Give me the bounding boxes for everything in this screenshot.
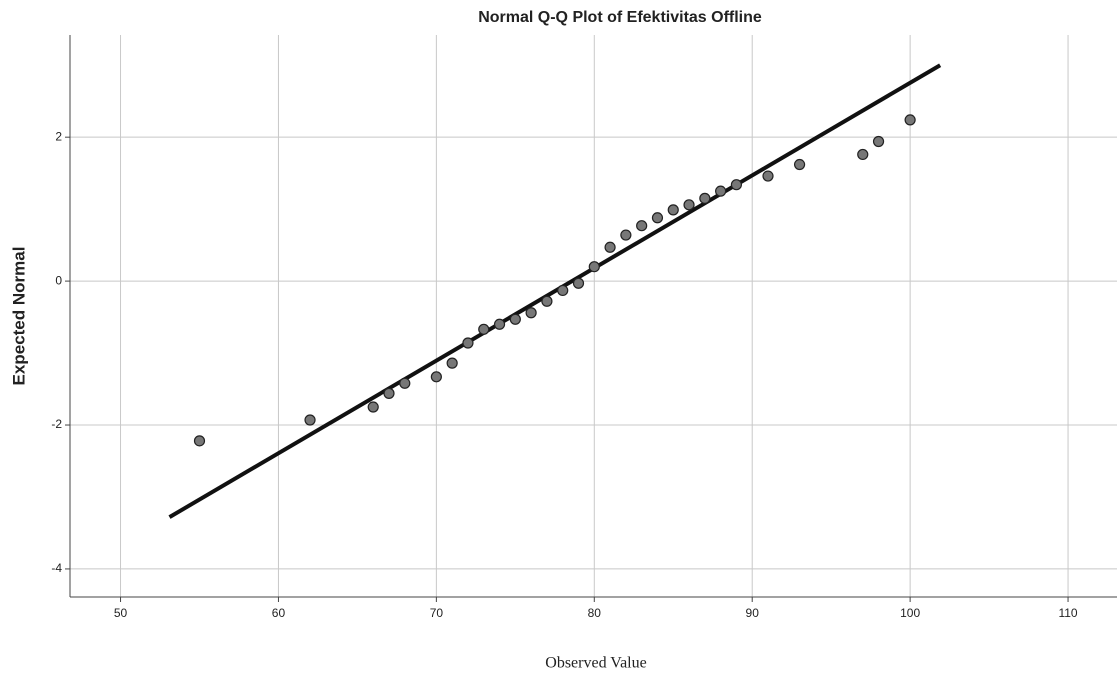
- data-point: [399, 377, 411, 389]
- data-point: [636, 220, 648, 232]
- data-point: [588, 261, 600, 273]
- data-point: [493, 318, 506, 330]
- data-point: [509, 313, 521, 325]
- data-point: [793, 158, 806, 171]
- data-point: [572, 277, 585, 289]
- data-point: [462, 337, 474, 349]
- y-tick-label: 0: [55, 273, 62, 287]
- y-tick-label: 2: [55, 129, 62, 143]
- x-axis-label: Observed Value: [545, 655, 646, 672]
- y-axis-label: Expected Normal: [9, 247, 28, 386]
- data-point: [651, 212, 664, 224]
- data-point: [857, 148, 869, 161]
- data-point: [683, 199, 695, 211]
- x-tick-label: 100: [900, 606, 920, 620]
- data-point: [193, 435, 206, 447]
- data-point: [904, 114, 916, 126]
- data-point: [541, 295, 553, 307]
- data-point: [430, 371, 442, 383]
- data-point: [304, 414, 316, 426]
- data-point: [446, 357, 458, 369]
- data-point: [383, 387, 395, 399]
- data-point: [872, 135, 885, 148]
- x-tick-label: 60: [272, 606, 286, 620]
- x-tick-label: 70: [430, 606, 444, 620]
- data-point: [367, 401, 379, 413]
- data-point: [667, 204, 679, 216]
- data-point: [620, 229, 632, 241]
- x-tick-label: 80: [588, 606, 602, 620]
- data-point: [557, 284, 569, 297]
- x-tick-label: 110: [1058, 606, 1077, 620]
- data-point: [762, 170, 774, 182]
- y-tick-label: -4: [51, 561, 62, 575]
- data-point: [478, 323, 490, 335]
- x-tick-label: 90: [746, 606, 760, 620]
- reference-line: [168, 63, 942, 519]
- data-point: [730, 179, 743, 191]
- x-tick-label: 50: [114, 606, 128, 620]
- data-point: [525, 307, 537, 319]
- data-point: [604, 241, 616, 253]
- chart-title: Normal Q-Q Plot of Efektivitas Offline: [478, 9, 762, 26]
- data-point: [699, 192, 711, 204]
- y-tick-label: -2: [51, 417, 62, 431]
- data-point: [715, 185, 727, 197]
